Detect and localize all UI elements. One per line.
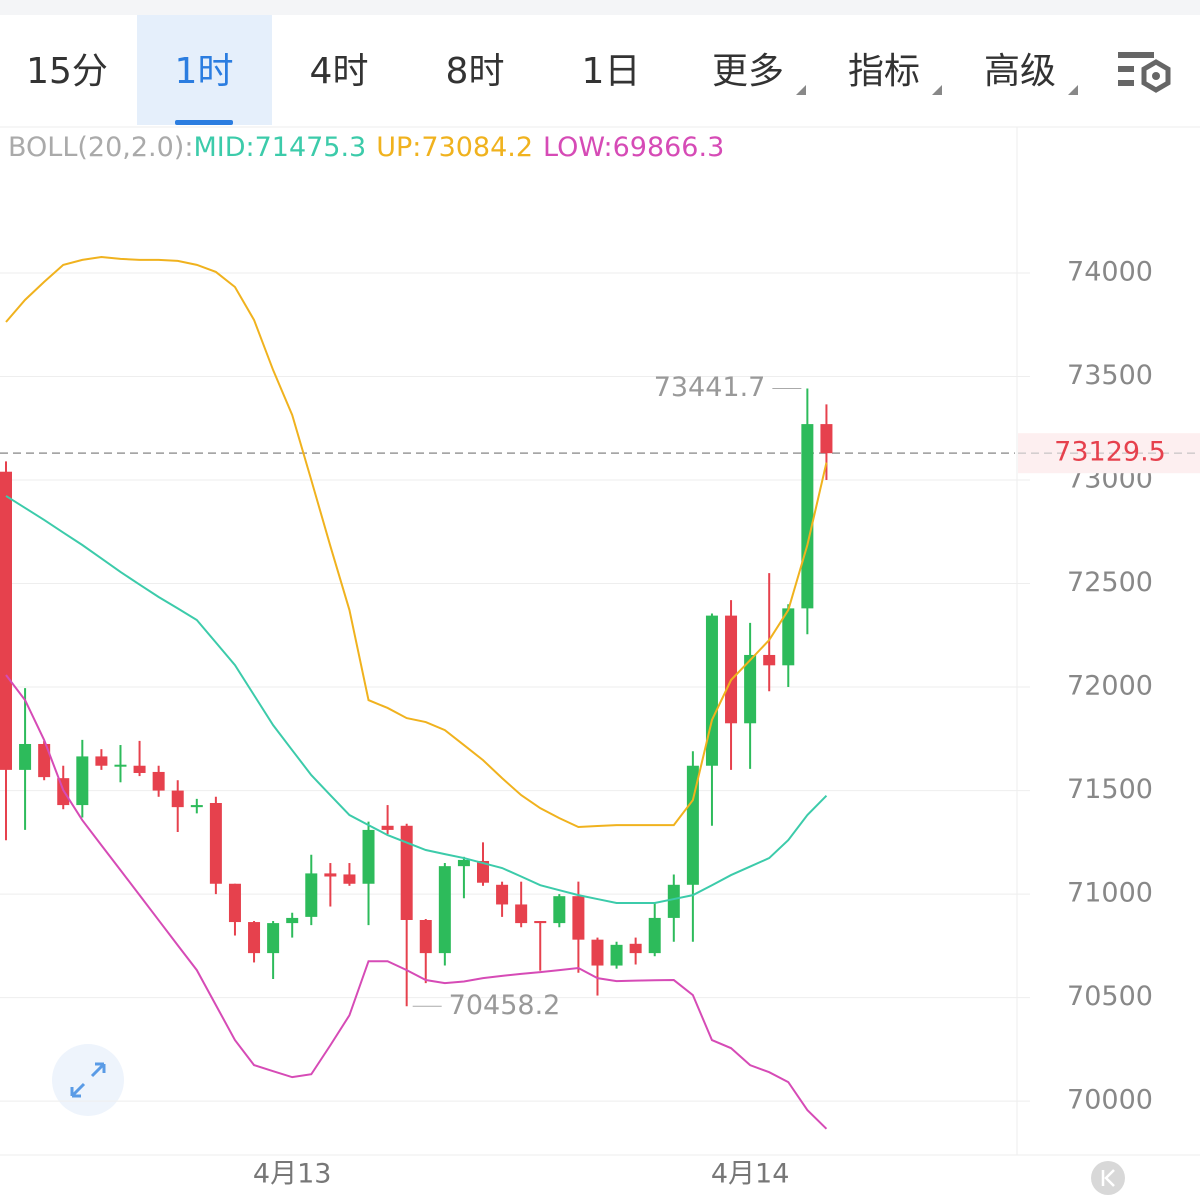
tab[interactable]: 4时 — [310, 51, 369, 92]
tab[interactable]: 高级 — [984, 51, 1056, 92]
candle-body — [820, 424, 833, 454]
tab-bar: 15分 1时 4时 8时 1日 更多 指标 高级 — [26, 51, 1056, 92]
candle-body — [686, 765, 699, 885]
selected-tab-indicator — [175, 120, 233, 125]
legend-entry: LOW:69866.3 — [543, 132, 724, 163]
boll-line — [5, 255, 828, 829]
indicator-label: BOLL(20,2.0): — [8, 132, 193, 163]
candle-body — [228, 883, 241, 923]
indicator-legend: BOLL(20,2.0):MID:71475.3 UP:73084.2 LOW:69… — [8, 132, 724, 163]
candle-body — [629, 943, 642, 954]
tab[interactable]: 8时 — [446, 51, 505, 92]
candle-body — [95, 756, 108, 766]
candle-body — [438, 866, 451, 954]
expand-button[interactable] — [52, 1044, 124, 1116]
tab[interactable]: 1日 — [582, 51, 641, 92]
candle-body — [515, 904, 528, 924]
y-axis: 7000070500710007150072000725007300073500… — [253, 256, 1200, 1190]
y-tick-label: 71000 — [1067, 878, 1153, 909]
candle-body — [0, 471, 12, 770]
y-tick-label: 70500 — [1067, 981, 1153, 1012]
y-tick-label: 73500 — [1067, 360, 1153, 391]
max-label: 73441.7 — [654, 372, 766, 403]
candle-body — [324, 873, 337, 877]
y-tick-label: 74000 — [1067, 256, 1153, 287]
candle-body — [19, 743, 32, 770]
candle-body — [248, 922, 261, 954]
tab[interactable]: 15分 — [26, 51, 108, 92]
candle-body — [133, 765, 146, 773]
candle-body — [667, 884, 680, 918]
candle-body — [705, 615, 718, 766]
y-tick-label: 72000 — [1067, 671, 1153, 702]
candle-body — [591, 939, 604, 966]
candle-body — [610, 944, 623, 966]
candle-body — [477, 860, 489, 883]
candle-body — [457, 859, 470, 867]
candle-body — [152, 771, 165, 791]
tab[interactable]: 1时 — [175, 51, 234, 92]
candle-body — [534, 921, 547, 924]
boll-line — [5, 674, 828, 1130]
candle-body — [76, 756, 89, 806]
candle-body — [209, 803, 222, 884]
min-label: 70458.2 — [449, 990, 561, 1021]
settings-icon[interactable] — [1118, 52, 1171, 93]
last-price-label: 73129.5 — [1054, 437, 1166, 468]
dropdown-arrows — [796, 85, 1078, 95]
candle-body — [419, 919, 432, 954]
tab[interactable]: 指标 — [848, 51, 920, 92]
candle-body — [381, 825, 394, 830]
candle-body — [648, 917, 661, 954]
candle-body — [496, 884, 509, 905]
y-tick-label: 71500 — [1067, 774, 1153, 805]
candle-body — [171, 790, 184, 808]
candle-body — [190, 805, 203, 808]
x-tick-label: 4月13 — [253, 1159, 332, 1190]
candle-body — [286, 917, 299, 924]
y-tick-label: 70000 — [1067, 1085, 1153, 1116]
candle-body — [763, 654, 776, 666]
expand-icon — [70, 1062, 106, 1098]
candle-body — [572, 896, 585, 940]
legend-entry: UP:73084.2 — [376, 132, 533, 163]
candle-body — [362, 829, 375, 884]
tab[interactable]: 更多 — [712, 51, 784, 92]
candle-body — [305, 873, 318, 917]
selected-tab-bg — [137, 15, 272, 125]
candle-body — [38, 743, 51, 778]
grid — [0, 272, 1030, 1102]
candle-body — [553, 896, 566, 924]
x-tick-label: 4月14 — [711, 1159, 790, 1190]
candle-body — [782, 608, 795, 666]
scroll-end-button[interactable] — [1091, 1161, 1125, 1195]
candle-body — [267, 923, 280, 954]
plot: 73441.7 70458.2 — [0, 255, 1015, 1130]
status-strip — [0, 0, 1200, 15]
candle-body — [801, 424, 814, 609]
candle-body — [114, 764, 127, 767]
y-tick-label: 72500 — [1067, 567, 1153, 598]
candle-body — [400, 825, 413, 920]
candle-body — [725, 615, 738, 724]
scroll-end-icon — [1101, 1169, 1115, 1187]
candle-body — [744, 654, 757, 724]
boll-line — [5, 495, 828, 905]
legend-entry: MID:71475.3 — [193, 132, 366, 163]
candle-body — [343, 874, 356, 884]
